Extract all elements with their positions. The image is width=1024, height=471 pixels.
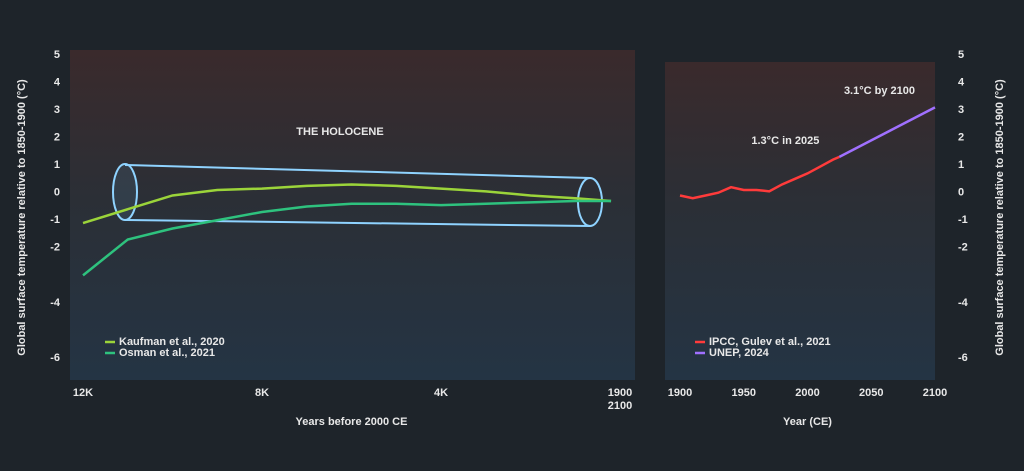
- y-tick-label: 1: [958, 159, 964, 171]
- y-tick-label: 0: [54, 187, 60, 199]
- y-tick-label: -1: [958, 214, 968, 226]
- series-line: [838, 106, 936, 159]
- y-tick-label: 5: [54, 49, 60, 61]
- y-tick-label: -6: [958, 352, 968, 364]
- y-tick-label: 3: [54, 104, 60, 116]
- plot-area: [70, 50, 635, 380]
- legend-label: IPCC, Gulev et al., 2021: [709, 336, 831, 348]
- y-tick-label: 3: [958, 104, 964, 116]
- x-tick-label: 8K: [255, 387, 269, 399]
- legend-label: Kaufman et al., 2020: [119, 336, 225, 348]
- annotation: THE HOLOCENE: [296, 126, 383, 138]
- y-tick-label: 2: [958, 132, 964, 144]
- x-tick-label: 2100: [608, 400, 632, 412]
- y-tick-label: -2: [958, 242, 968, 254]
- y-tick-label: -4: [958, 297, 969, 309]
- cylinder: [112, 163, 603, 227]
- plot-area: [665, 62, 935, 380]
- y-tick-label: 1: [54, 159, 60, 171]
- cylinder-end: [112, 163, 138, 221]
- annotation: 1.3°C in 2025: [751, 135, 819, 147]
- x-tick-label: 1900: [668, 387, 692, 399]
- y-tick-label: 0: [958, 187, 964, 199]
- x-tick-label: 4K: [434, 387, 448, 399]
- legend-label: UNEP, 2024: [709, 347, 770, 359]
- y-axis-label: Global surface temperature relative to 1…: [994, 79, 1006, 356]
- x-tick-label: 1950: [732, 387, 756, 399]
- legend-label: Osman et al., 2021: [119, 347, 215, 359]
- x-tick-label: 2000: [795, 387, 819, 399]
- x-tick-label: 2100: [923, 387, 947, 399]
- y-tick-label: 4: [54, 76, 61, 88]
- series-line: [82, 199, 612, 277]
- x-tick-label: 2050: [859, 387, 883, 399]
- y-tick-label: 5: [958, 49, 964, 61]
- annotation: 3.1°C by 2100: [844, 85, 915, 97]
- y-tick-label: 2: [54, 132, 60, 144]
- cylinder-edge: [124, 164, 591, 227]
- series-line: [679, 155, 840, 200]
- y-tick-label: -6: [50, 352, 60, 364]
- y-tick-label: -4: [50, 297, 61, 309]
- series-line: [82, 183, 612, 225]
- y-tick-label: -1: [50, 214, 60, 226]
- x-axis-label: Years before 2000 CE: [296, 416, 408, 428]
- y-tick-label: -2: [50, 242, 60, 254]
- y-axis-label: Global surface temperature relative to 1…: [16, 79, 28, 356]
- x-tick-label: 12K: [73, 387, 93, 399]
- y-tick-label: 4: [958, 76, 965, 88]
- x-tick-label: 1900: [608, 387, 632, 399]
- x-axis-label: Year (CE): [783, 416, 832, 428]
